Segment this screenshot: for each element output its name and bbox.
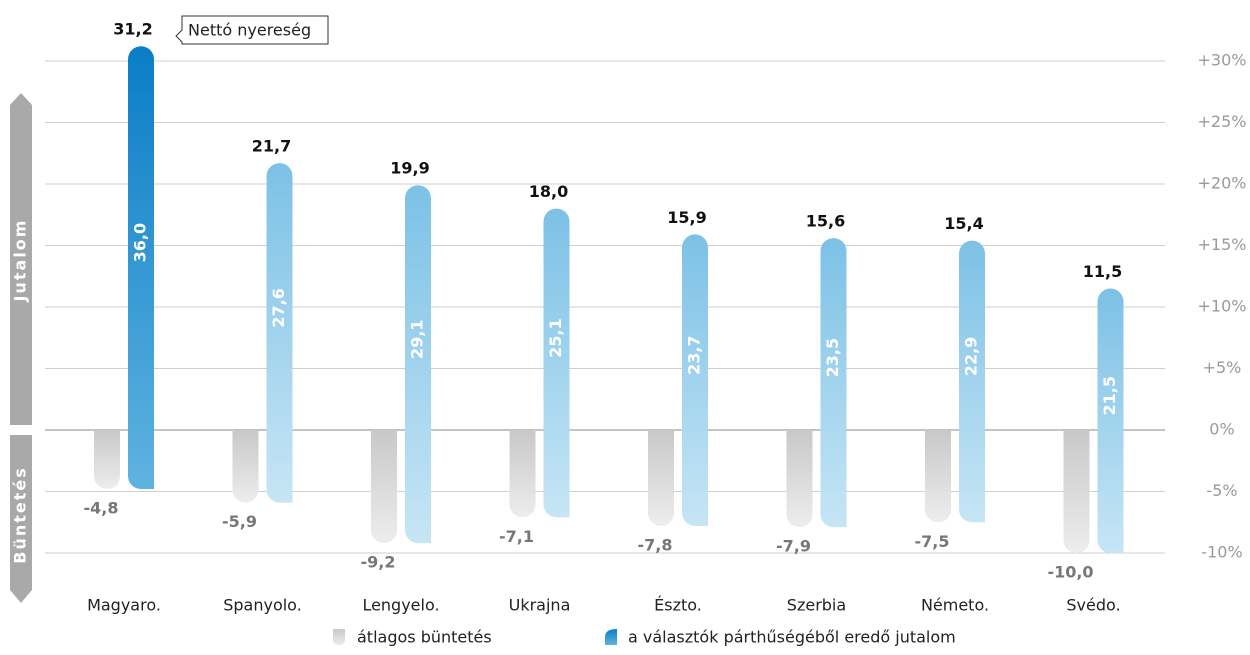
reward-label: 36,0 [131, 223, 150, 262]
legend-label: a választók párthűségéből eredő jutalom [628, 628, 956, 647]
net-label: 11,5 [1083, 262, 1122, 281]
reward-bar [1097, 288, 1124, 553]
net-label: 18,0 [529, 182, 568, 201]
reward-label: 21,5 [1100, 376, 1119, 415]
reward-label: 29,1 [408, 319, 427, 358]
y-tick-label: +30% [1198, 51, 1247, 70]
y-tick-label: +25% [1198, 112, 1247, 131]
x-tick-label: Spanyolo. [223, 596, 302, 615]
legend: átlagos büntetés a választók párthűségéb… [333, 628, 956, 647]
penalty-bar [94, 430, 120, 490]
reward-bar [959, 240, 985, 523]
x-tick-label: Szerbia [787, 596, 846, 615]
reward-label: 22,9 [962, 337, 981, 376]
legend-swatch [605, 629, 617, 645]
y-tick-label: 0% [1209, 420, 1234, 439]
penalty-bar [371, 430, 397, 544]
legend-swatch [333, 629, 345, 645]
penalty-label: -7,5 [915, 532, 950, 551]
reward-bar [543, 208, 570, 518]
net-label: 31,2 [113, 20, 152, 39]
reward-label: 23,5 [823, 338, 842, 377]
penalty-bar [925, 430, 951, 523]
penalty-label: -7,8 [638, 535, 673, 554]
side-band-bottom [10, 435, 32, 603]
net-label: 15,9 [667, 208, 706, 227]
penalty-bar [648, 430, 675, 526]
penalty-label: -10,0 [1047, 563, 1093, 582]
penalty-label: -4,8 [84, 499, 119, 518]
reward-label: 23,7 [685, 335, 704, 374]
net-label: 19,9 [390, 159, 429, 178]
y-tick-label: +10% [1198, 297, 1247, 316]
annotation-box [175, 15, 329, 45]
x-tick-label: Észto. [654, 596, 702, 615]
x-tick-label: Ukrajna [509, 596, 571, 615]
x-tick-label: Svédo. [1066, 596, 1120, 615]
penalty-label: -7,1 [499, 527, 534, 546]
legend-label: átlagos büntetés [357, 628, 492, 647]
x-tick-label: Lengyelo. [362, 596, 439, 615]
penalty-bar [786, 430, 813, 528]
y-tick-label: -5% [1206, 481, 1237, 500]
x-tick-label: Magyaro. [87, 596, 161, 615]
net-label: 15,4 [944, 214, 983, 233]
annotation: Nettó nyereség [188, 21, 311, 40]
reward-bar [682, 234, 708, 526]
net-label: 15,6 [806, 212, 845, 231]
reward-bar [820, 238, 847, 528]
y-tick-label: -10% [1201, 543, 1242, 562]
x-tick-label: Németo. [921, 596, 989, 615]
reward-bar [128, 46, 154, 490]
penalty-label: -9,2 [361, 553, 396, 572]
reward-label: 25,1 [546, 318, 565, 357]
penalty-bar [1063, 430, 1090, 553]
penalty-label: -5,9 [222, 512, 257, 531]
penalty-bar [232, 430, 259, 503]
side-band-top [10, 93, 32, 425]
side-label: Jutalom [11, 219, 30, 303]
side-label: Büntetés [11, 466, 30, 564]
net-label: 21,7 [252, 137, 291, 156]
penalty-label: -7,9 [776, 537, 811, 556]
y-tick-label: +20% [1198, 174, 1247, 193]
reward-bar [405, 185, 431, 544]
y-tick-label: +15% [1198, 235, 1247, 254]
reward-bar [266, 163, 293, 503]
reward-label: 27,6 [269, 288, 288, 327]
y-tick-label: +5% [1203, 358, 1242, 377]
penalty-bar [509, 430, 536, 518]
